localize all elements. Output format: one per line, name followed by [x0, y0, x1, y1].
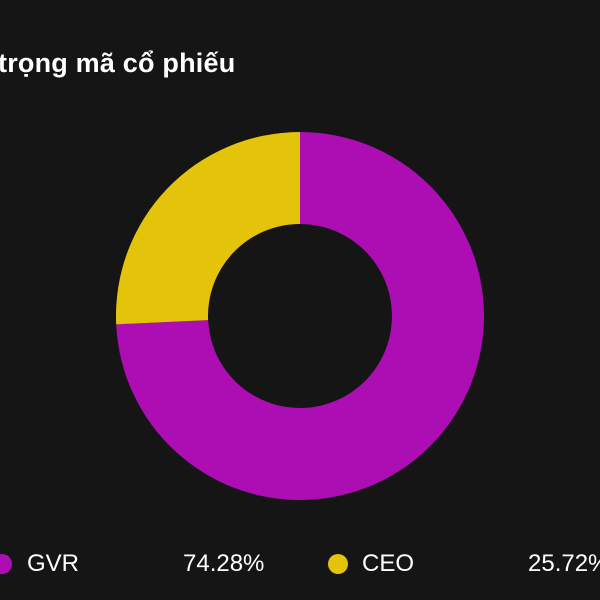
- legend-item-gvr[interactable]: GVR: [0, 548, 79, 580]
- legend-item-ceo[interactable]: CEO: [328, 548, 414, 580]
- legend-value-gvr: 74.28%: [183, 550, 265, 577]
- legend-value-ceo: 25.72%: [528, 550, 600, 577]
- donut-slice-ceo[interactable]: [116, 132, 301, 325]
- legend-label-gvr: GVR: [27, 550, 80, 577]
- legend-label-ceo: CEO: [362, 550, 415, 577]
- legend-dot-gvr: [0, 554, 12, 574]
- donut-slice-gvr[interactable]: [116, 132, 484, 500]
- chart-title: trọng mã cổ phiếu: [0, 48, 236, 78]
- legend-dot-ceo: [328, 554, 348, 574]
